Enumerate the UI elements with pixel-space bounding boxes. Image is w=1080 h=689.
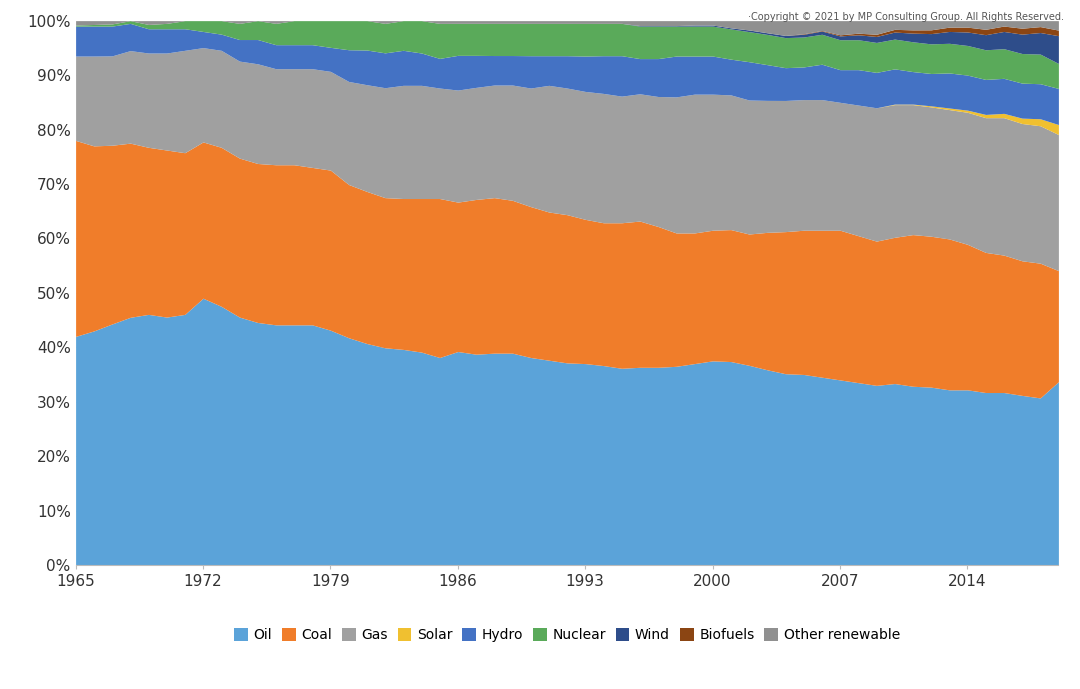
Text: ·Copyright © 2021 by MP Consulting Group. All Rights Reserved.: ·Copyright © 2021 by MP Consulting Group… bbox=[747, 12, 1064, 23]
Legend: Oil, Coal, Gas, Solar, Hydro, Nuclear, Wind, Biofuels, Other renewable: Oil, Coal, Gas, Solar, Hydro, Nuclear, W… bbox=[234, 628, 900, 642]
